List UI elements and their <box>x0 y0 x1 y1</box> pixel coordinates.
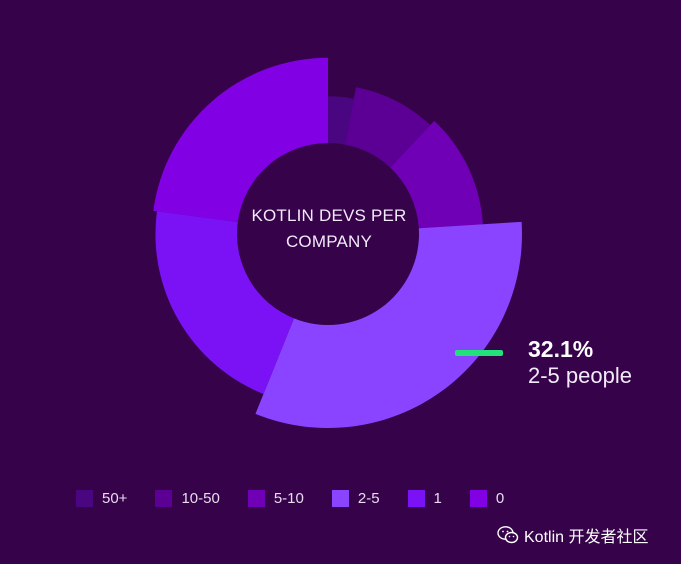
wechat-icon <box>497 526 519 544</box>
legend-item: 10-50 <box>155 490 220 507</box>
legend-label: 1 <box>433 490 442 507</box>
legend-swatch <box>469 490 487 507</box>
donut-slice-50+ <box>328 96 354 145</box>
legend-item: 1 <box>407 490 442 507</box>
donut-slice-0 <box>153 57 328 223</box>
legend-label: 2-5 <box>357 490 380 507</box>
legend-swatch <box>76 490 93 507</box>
donut-slice-10-50 <box>345 87 431 168</box>
legend: 50+ 10-50 5-10 2-5 1 0 <box>76 490 532 507</box>
donut-slice-2-5 <box>255 221 523 428</box>
legend-swatch <box>407 490 425 507</box>
highlight-marker <box>455 350 503 356</box>
legend-item: 2-5 <box>331 490 380 507</box>
legend-label: 50+ <box>102 490 128 507</box>
highlight-value: 32.1% <box>528 336 594 362</box>
legend-item: 5-10 <box>247 490 304 507</box>
chart-title: KOTLIN DEVS PER COMPANY <box>251 206 407 251</box>
highlight-label: 2-5 people <box>528 363 632 388</box>
legend-item: 0 <box>469 490 505 507</box>
legend-label: 0 <box>495 490 505 507</box>
watermark-text: Kotlin 开发者社区 <box>524 529 649 546</box>
legend-label: 5-10 <box>273 490 304 507</box>
legend-swatch <box>247 490 265 507</box>
donut-slice-5-10 <box>390 120 483 229</box>
watermark: Kotlin 开发者社区 <box>497 523 648 547</box>
legend-swatch <box>331 490 349 507</box>
legend-swatch <box>155 490 173 507</box>
legend-label: 10-50 <box>181 490 220 507</box>
legend-item: 50+ <box>76 490 127 507</box>
donut-slice-1 <box>155 211 294 395</box>
